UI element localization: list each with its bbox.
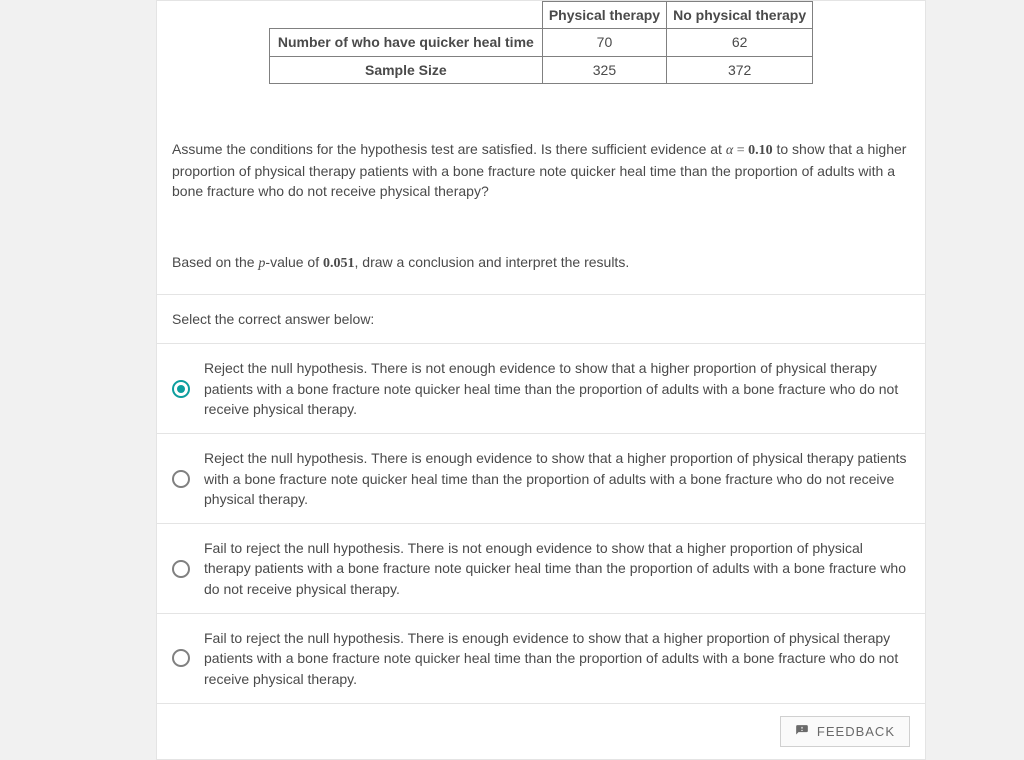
radio-icon — [172, 649, 190, 667]
pvalue-sentence: Based on the p-value of 0.051, draw a co… — [172, 252, 910, 274]
answer-prompt: Select the correct answer below: — [157, 295, 925, 343]
data-table: Physical therapy No physical therapy Num… — [269, 1, 813, 84]
answer-option[interactable]: Reject the null hypothesis. There is eno… — [157, 433, 925, 523]
table-row-header: Number of who have quicker heal time — [269, 29, 542, 56]
radio-icon — [172, 470, 190, 488]
answer-text: Fail to reject the null hypothesis. Ther… — [204, 628, 910, 689]
feedback-button[interactable]: FEEDBACK — [780, 716, 910, 747]
answer-text: Reject the null hypothesis. There is eno… — [204, 448, 910, 509]
answer-text: Reject the null hypothesis. There is not… — [204, 358, 910, 419]
text: Based on the — [172, 254, 258, 270]
question-paragraph: Assume the conditions for the hypothesis… — [172, 139, 910, 202]
text: , draw a conclusion and interpret the re… — [355, 254, 630, 270]
table-cell: 372 — [667, 56, 813, 83]
answer-option[interactable]: Reject the null hypothesis. There is not… — [157, 343, 925, 433]
radio-icon — [172, 560, 190, 578]
table-row-header: Sample Size — [269, 56, 542, 83]
question-body: Physical therapy No physical therapy Num… — [157, 1, 925, 294]
answer-option[interactable]: Fail to reject the null hypothesis. Ther… — [157, 613, 925, 703]
radio-selected-icon — [172, 380, 190, 398]
answer-text: Fail to reject the null hypothesis. Ther… — [204, 538, 910, 599]
question-card: Physical therapy No physical therapy Num… — [156, 0, 926, 760]
text: -value of — [265, 254, 323, 270]
equals-symbol: = — [733, 143, 748, 158]
table-col-header: No physical therapy — [667, 2, 813, 29]
table-corner — [269, 2, 542, 29]
answer-option[interactable]: Fail to reject the null hypothesis. Ther… — [157, 523, 925, 613]
p-value: 0.051 — [323, 256, 355, 271]
table-cell: 62 — [667, 29, 813, 56]
feedback-label: FEEDBACK — [817, 724, 895, 739]
table-col-header: Physical therapy — [542, 2, 666, 29]
table-cell: 325 — [542, 56, 666, 83]
alpha-value: 0.10 — [748, 143, 773, 158]
table-cell: 70 — [542, 29, 666, 56]
text: Assume the conditions for the hypothesis… — [172, 141, 726, 157]
card-footer: FEEDBACK — [157, 703, 925, 759]
feedback-icon — [795, 724, 809, 738]
